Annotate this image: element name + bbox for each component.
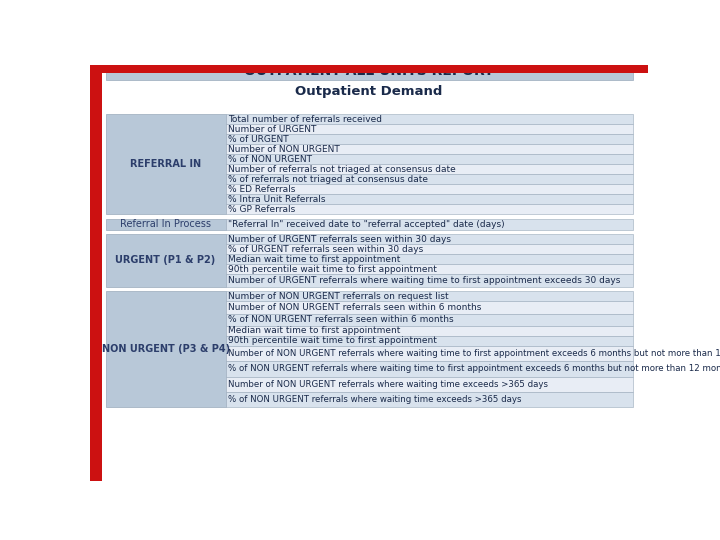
Text: % of referrals not triaged at consensus date: % of referrals not triaged at consensus … <box>228 174 428 184</box>
Bar <box>225 164 632 174</box>
Text: URGENT (P1 & P2): URGENT (P1 & P2) <box>115 255 216 265</box>
Bar <box>106 114 225 214</box>
Text: Number of NON URGENT referrals where waiting time to first appointment exceeds 6: Number of NON URGENT referrals where wai… <box>228 349 720 358</box>
Text: % of URGENT referrals seen within 30 days: % of URGENT referrals seen within 30 day… <box>228 245 423 254</box>
Bar <box>225 301 632 314</box>
Text: % Intra Unit Referrals: % Intra Unit Referrals <box>228 194 325 204</box>
Text: Referral In Process: Referral In Process <box>120 219 211 229</box>
Text: OUTPATIENT ALL UNITS REPORT: OUTPATIENT ALL UNITS REPORT <box>244 64 494 78</box>
Bar <box>225 361 632 377</box>
Text: "Referral In" received date to "referral accepted" date (days): "Referral In" received date to "referral… <box>228 220 505 229</box>
Bar <box>90 72 102 481</box>
Bar <box>225 184 632 194</box>
Text: Number of NON URGENT referrals where waiting time exceeds >365 days: Number of NON URGENT referrals where wai… <box>228 380 548 389</box>
Text: % of NON URGENT referrals where waiting time exceeds >365 days: % of NON URGENT referrals where waiting … <box>228 395 521 404</box>
Text: % of NON URGENT referrals where waiting time to first appointment exceeds 6 mont: % of NON URGENT referrals where waiting … <box>228 364 720 374</box>
Bar <box>225 314 632 326</box>
Bar <box>225 154 632 164</box>
Bar <box>225 114 632 124</box>
Bar <box>225 291 632 301</box>
Text: Number of NON URGENT: Number of NON URGENT <box>228 145 340 153</box>
Text: 90th percentile wait time to first appointment: 90th percentile wait time to first appoi… <box>228 265 437 274</box>
Bar <box>90 65 648 72</box>
Bar <box>225 346 632 361</box>
Text: Number of URGENT referrals where waiting time to first appointment exceeds 30 da: Number of URGENT referrals where waiting… <box>228 276 621 285</box>
Text: REFERRAL IN: REFERRAL IN <box>130 159 201 169</box>
Bar <box>225 392 632 408</box>
Bar <box>225 336 632 346</box>
Bar <box>225 174 632 184</box>
Bar <box>225 326 632 336</box>
Text: Median wait time to first appointment: Median wait time to first appointment <box>228 326 400 335</box>
Bar <box>225 234 632 244</box>
Bar <box>225 264 632 274</box>
Bar <box>106 291 225 408</box>
Text: Median wait time to first appointment: Median wait time to first appointment <box>228 255 400 264</box>
Bar <box>225 134 632 144</box>
Text: Total number of referrals received: Total number of referrals received <box>228 114 382 124</box>
Bar <box>225 124 632 134</box>
Text: Number of URGENT referrals seen within 30 days: Number of URGENT referrals seen within 3… <box>228 235 451 244</box>
Bar <box>225 254 632 264</box>
Text: 90th percentile wait time to first appointment: 90th percentile wait time to first appoi… <box>228 336 437 346</box>
Bar <box>225 204 632 214</box>
Bar <box>225 144 632 154</box>
Text: % ED Referrals: % ED Referrals <box>228 185 295 194</box>
Text: NON URGENT (P3 & P4): NON URGENT (P3 & P4) <box>102 345 230 354</box>
Bar <box>225 244 632 254</box>
Bar <box>106 234 225 287</box>
Bar <box>225 194 632 204</box>
Text: Number of NON URGENT referrals seen within 6 months: Number of NON URGENT referrals seen with… <box>228 303 482 312</box>
Text: % of URGENT: % of URGENT <box>228 134 289 144</box>
Bar <box>106 219 225 230</box>
Text: % of NON URGENT: % of NON URGENT <box>228 154 312 164</box>
Text: Number of URGENT: Number of URGENT <box>228 125 316 133</box>
Text: Outpatient Demand: Outpatient Demand <box>295 85 443 98</box>
Text: % GP Referrals: % GP Referrals <box>228 205 295 214</box>
Bar <box>106 62 632 80</box>
Bar <box>225 377 632 392</box>
Text: Number of NON URGENT referrals on request list: Number of NON URGENT referrals on reques… <box>228 292 449 301</box>
Text: % of NON URGENT referrals seen within 6 months: % of NON URGENT referrals seen within 6 … <box>228 315 454 324</box>
Bar <box>225 274 632 287</box>
Text: Number of referrals not triaged at consensus date: Number of referrals not triaged at conse… <box>228 165 456 174</box>
Bar <box>225 219 632 230</box>
